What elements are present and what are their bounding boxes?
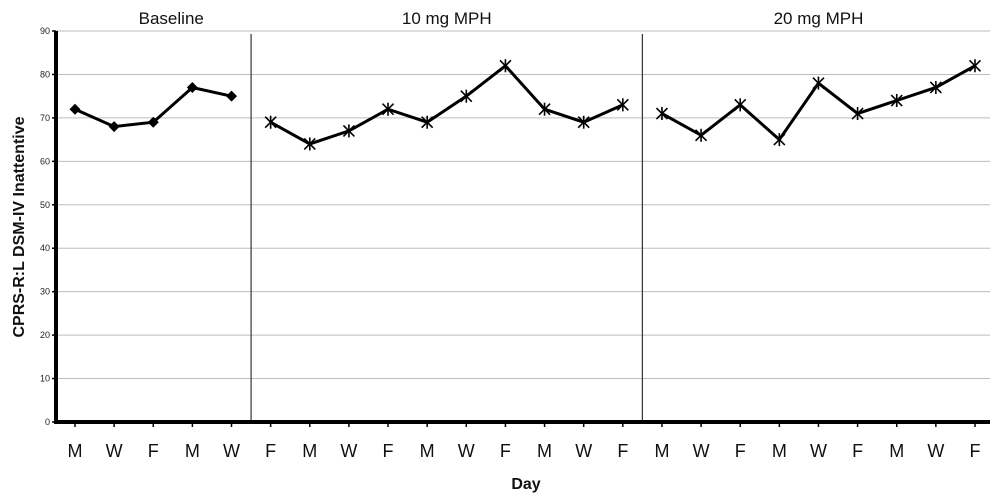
data-point bbox=[499, 59, 512, 73]
data-point bbox=[186, 81, 198, 93]
y-tick-label: 0 bbox=[45, 417, 50, 427]
y-tick-label: 10 bbox=[40, 374, 50, 384]
x-tick-label: F bbox=[148, 441, 159, 461]
x-tick-label: W bbox=[458, 441, 475, 461]
y-tick-label: 30 bbox=[40, 287, 50, 297]
y-tick-label: 40 bbox=[40, 243, 50, 253]
x-tick-label: M bbox=[889, 441, 904, 461]
data-series bbox=[69, 59, 982, 151]
y-tick-label: 60 bbox=[40, 156, 50, 166]
data-point bbox=[342, 124, 355, 138]
data-point bbox=[773, 133, 786, 147]
data-point bbox=[421, 115, 434, 129]
x-tick-label: W bbox=[810, 441, 827, 461]
y-axis-ticks: 0 10 20 30 40 50 60 70 80 90 bbox=[40, 26, 56, 427]
y-tick-label: 20 bbox=[40, 330, 50, 340]
x-tick-label: M bbox=[654, 441, 669, 461]
data-point bbox=[577, 115, 590, 129]
data-point bbox=[303, 137, 316, 151]
data-point bbox=[226, 90, 238, 102]
data-point bbox=[460, 89, 473, 103]
data-point bbox=[381, 102, 395, 116]
data-point bbox=[890, 94, 903, 108]
x-tick-label: F bbox=[969, 441, 980, 461]
data-point bbox=[734, 98, 747, 112]
x-tick-label: M bbox=[68, 441, 83, 461]
phase-label: 10 mg MPH bbox=[402, 9, 492, 28]
data-point bbox=[655, 107, 669, 121]
x-tick-label: W bbox=[693, 441, 710, 461]
data-point bbox=[851, 107, 864, 121]
x-tick-label: F bbox=[383, 441, 394, 461]
y-axis-title: CPRS-R:L DSM-IV Inattentive bbox=[11, 116, 28, 337]
data-point bbox=[108, 121, 120, 133]
x-tick-label: M bbox=[185, 441, 200, 461]
data-point bbox=[812, 76, 825, 90]
series-baseline bbox=[69, 81, 238, 133]
x-tick-label: F bbox=[735, 441, 746, 461]
series-10-mg-mph bbox=[264, 59, 629, 151]
data-point bbox=[264, 115, 277, 129]
x-tick-label: F bbox=[500, 441, 511, 461]
series-line bbox=[269, 63, 624, 146]
x-tick-label: M bbox=[772, 441, 787, 461]
gridlines bbox=[56, 30, 990, 380]
data-point bbox=[695, 128, 708, 142]
x-tick-label: W bbox=[575, 441, 592, 461]
series-20-mg-mph bbox=[655, 59, 982, 147]
phase-label: Baseline bbox=[139, 9, 204, 28]
phase-label: 20 mg MPH bbox=[774, 9, 864, 28]
y-tick-label: 50 bbox=[40, 200, 50, 210]
x-tick-label: W bbox=[340, 441, 357, 461]
data-point bbox=[147, 116, 159, 128]
x-axis-title: Day bbox=[511, 476, 540, 493]
x-tick-label: F bbox=[617, 441, 628, 461]
data-point bbox=[538, 102, 551, 116]
x-tick-label: M bbox=[537, 441, 552, 461]
x-tick-label: M bbox=[302, 441, 317, 461]
x-tick-label: F bbox=[265, 441, 276, 461]
phase-labels: Baseline 10 mg MPH 20 mg MPH bbox=[139, 9, 864, 28]
data-point bbox=[69, 103, 81, 115]
x-tick-label: W bbox=[927, 441, 944, 461]
x-tick-label: W bbox=[106, 441, 123, 461]
y-tick-label: 80 bbox=[40, 69, 50, 79]
y-tick-label: 90 bbox=[40, 26, 50, 36]
data-point bbox=[616, 98, 629, 112]
data-point bbox=[968, 59, 982, 73]
phase-dividers bbox=[250, 34, 643, 422]
y-tick-label: 70 bbox=[40, 113, 50, 123]
x-tick-label: W bbox=[223, 441, 240, 461]
x-tick-label: M bbox=[420, 441, 435, 461]
data-point bbox=[929, 80, 942, 94]
x-tick-label: F bbox=[852, 441, 863, 461]
